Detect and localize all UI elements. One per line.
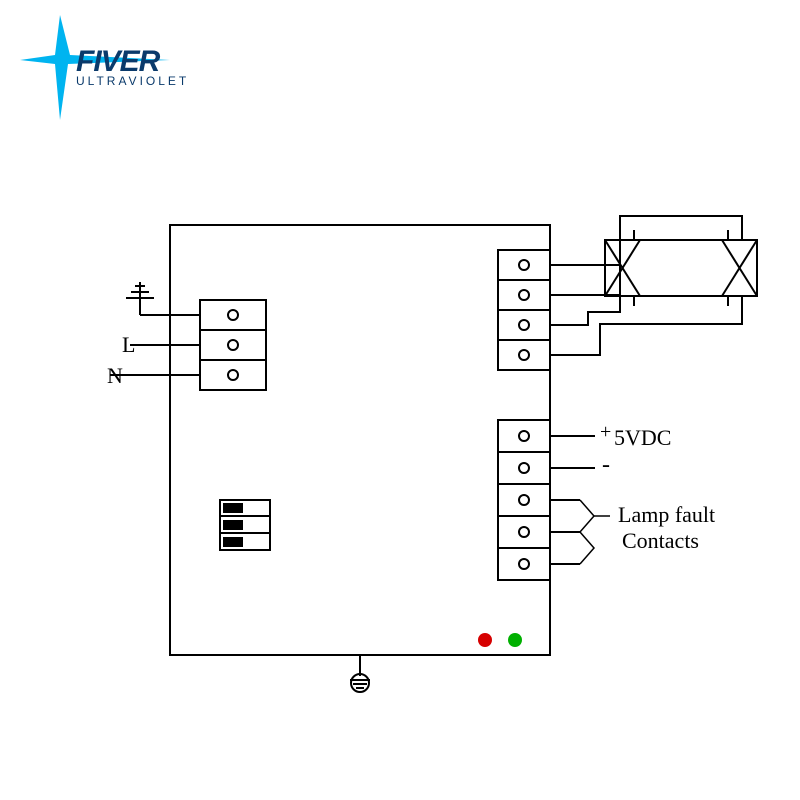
brand-subtitle: ULTRAVIOLET — [76, 74, 189, 88]
label-n: N — [107, 363, 123, 388]
label-contacts: Contacts — [622, 528, 699, 553]
right-bottom-leads — [550, 436, 595, 564]
lamp-wires — [550, 216, 742, 355]
led-red — [478, 633, 492, 647]
led-green — [508, 633, 522, 647]
dip-switch — [220, 500, 270, 550]
chassis-ground-icon — [350, 655, 370, 692]
label-plus: + — [600, 421, 611, 443]
enclosure-box — [170, 225, 550, 655]
right-bottom-terminal-block — [498, 420, 550, 580]
lamp-fault-bracket — [580, 500, 610, 564]
brand-logo: FIVER ULTRAVIOLET — [20, 20, 189, 88]
label-lamp-fault: Lamp fault — [618, 502, 715, 527]
label-l: L — [122, 332, 135, 357]
left-terminal-block — [200, 300, 266, 390]
label-vdc: 5VDC — [614, 425, 671, 450]
brand-name: FIVER — [76, 48, 189, 76]
right-top-terminal-block — [498, 250, 550, 370]
earth-icon — [126, 282, 154, 315]
label-minus: - — [602, 452, 610, 478]
lamp-icon — [605, 230, 757, 306]
